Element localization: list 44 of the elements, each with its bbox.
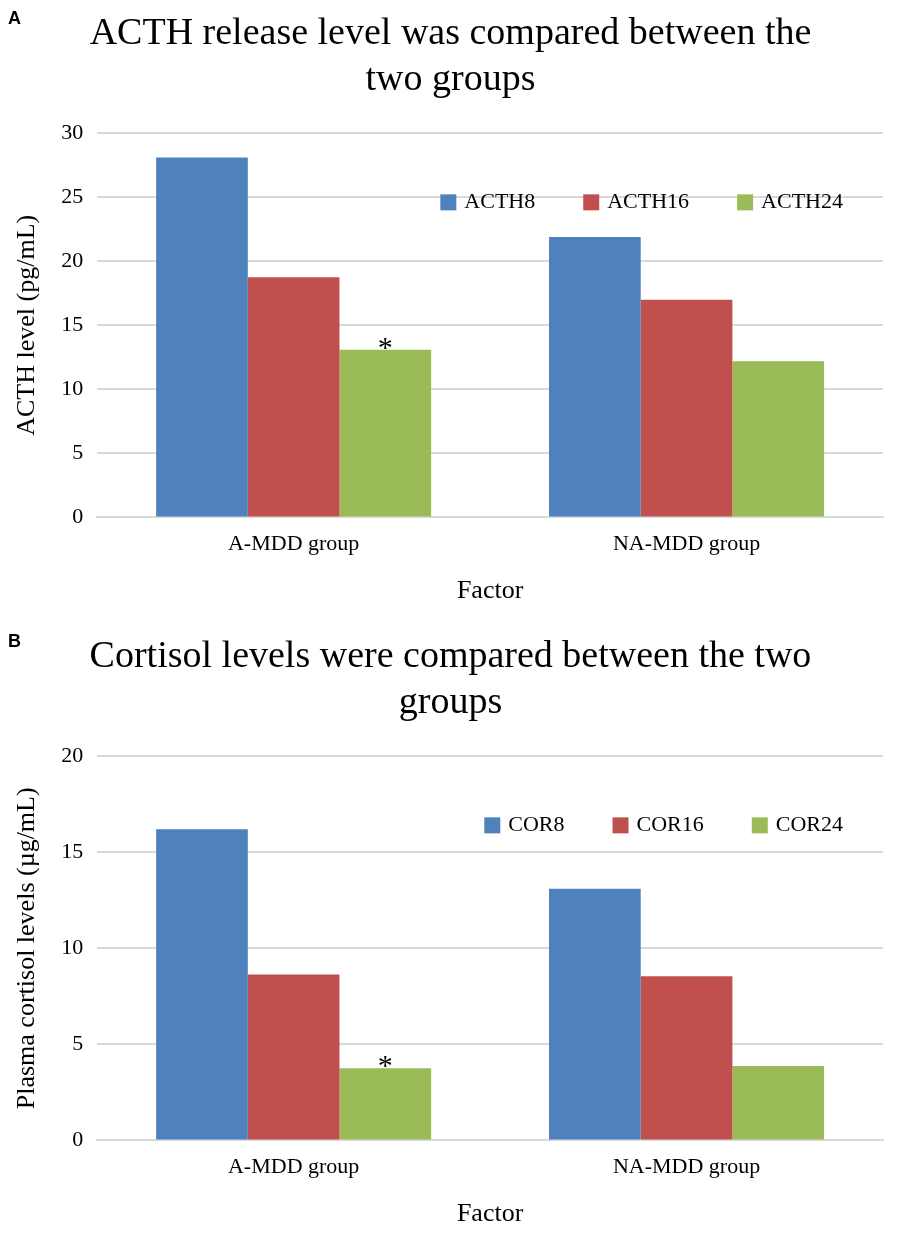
y-tick-label: 5 [72, 439, 84, 465]
x-tick-label: NA-MDD group [612, 530, 761, 556]
y-tick-label: 25 [61, 183, 84, 209]
y-tick-label: 10 [61, 934, 84, 960]
bar [732, 361, 825, 517]
annotation: * [377, 329, 393, 363]
y-axis-title: Plasma cortisol levels (µg/mL) [11, 787, 41, 1110]
x-axis-title: Factor [456, 575, 524, 605]
bar [247, 277, 340, 517]
chart-title: ACTH release level was compared between the two groups [89, 10, 812, 98]
y-tick-label: 30 [61, 118, 84, 144]
x-tick-label: A-MDD group [227, 530, 360, 556]
legend-label: COR24 [775, 811, 844, 837]
x-axis-title: Factor [456, 1198, 524, 1228]
y-tick-label: 0 [72, 1126, 84, 1152]
y-tick-label: 10 [61, 375, 84, 401]
bar [640, 299, 733, 517]
legend-label: ACTH16 [607, 188, 690, 214]
y-tick-label: 20 [61, 741, 84, 767]
legend-label: ACTH24 [761, 188, 843, 214]
legend-label: COR8 [508, 811, 565, 837]
legend-label: ACTH8 [464, 188, 536, 214]
text: A [8, 8, 21, 29]
x-tick-label: NA-MDD group [612, 1153, 761, 1179]
y-tick-label: 15 [61, 311, 84, 337]
y-tick-label: 5 [72, 1030, 84, 1056]
bar [549, 888, 641, 1140]
y-tick-label: 0 [72, 503, 84, 529]
chart-title: Cortisol levels were compared between the two groups [89, 633, 812, 721]
y-tick-label: 20 [61, 247, 84, 273]
y-axis-title: ACTH level (pg/mL) [11, 214, 41, 436]
bar [339, 1068, 432, 1140]
bar [549, 236, 641, 517]
y-tick-label: 15 [61, 838, 84, 864]
bar [732, 1066, 825, 1140]
bar [640, 976, 733, 1140]
bar [247, 974, 340, 1140]
bar [156, 157, 248, 517]
x-tick-label: A-MDD group [227, 1153, 360, 1179]
annotation: * [377, 1048, 393, 1082]
text: B [8, 631, 21, 652]
bar [339, 349, 432, 517]
legend-label: COR16 [636, 811, 704, 837]
bar [156, 829, 248, 1140]
